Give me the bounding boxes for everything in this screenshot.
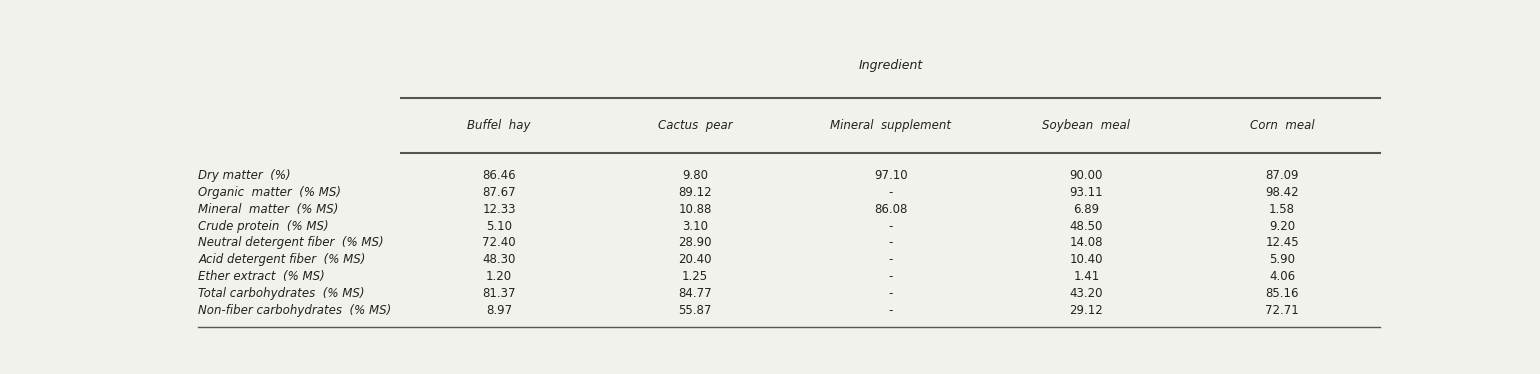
Text: Mineral  matter  (% MS): Mineral matter (% MS)	[199, 203, 339, 216]
Text: Ether extract  (% MS): Ether extract (% MS)	[199, 270, 325, 283]
Text: 1.41: 1.41	[1073, 270, 1100, 283]
Text: 12.45: 12.45	[1266, 236, 1298, 249]
Text: -: -	[889, 220, 893, 233]
Text: 1.25: 1.25	[682, 270, 708, 283]
Text: 10.88: 10.88	[678, 203, 711, 216]
Text: 86.46: 86.46	[482, 169, 516, 182]
Text: 86.08: 86.08	[875, 203, 907, 216]
Text: Mineral  supplement: Mineral supplement	[830, 119, 952, 132]
Text: 10.40: 10.40	[1070, 253, 1103, 266]
Text: 93.11: 93.11	[1070, 186, 1103, 199]
Text: Non-fiber carbohydrates  (% MS): Non-fiber carbohydrates (% MS)	[199, 304, 391, 316]
Text: 6.89: 6.89	[1073, 203, 1100, 216]
Text: 28.90: 28.90	[678, 236, 711, 249]
Text: -: -	[889, 253, 893, 266]
Text: Corn  meal: Corn meal	[1250, 119, 1315, 132]
Text: 81.37: 81.37	[482, 287, 516, 300]
Text: 87.67: 87.67	[482, 186, 516, 199]
Text: Dry matter  (%): Dry matter (%)	[199, 169, 291, 182]
Text: 90.00: 90.00	[1070, 169, 1103, 182]
Text: 48.30: 48.30	[482, 253, 516, 266]
Text: 9.20: 9.20	[1269, 220, 1295, 233]
Text: 9.80: 9.80	[682, 169, 708, 182]
Text: 20.40: 20.40	[678, 253, 711, 266]
Text: 4.06: 4.06	[1269, 270, 1295, 283]
Text: 12.33: 12.33	[482, 203, 516, 216]
Text: 48.50: 48.50	[1070, 220, 1103, 233]
Text: 43.20: 43.20	[1070, 287, 1103, 300]
Text: -: -	[889, 270, 893, 283]
Text: Buffel  hay: Buffel hay	[468, 119, 531, 132]
Text: -: -	[889, 304, 893, 316]
Text: Crude protein  (% MS): Crude protein (% MS)	[199, 220, 330, 233]
Text: 72.40: 72.40	[482, 236, 516, 249]
Text: 3.10: 3.10	[682, 220, 708, 233]
Text: 85.16: 85.16	[1266, 287, 1298, 300]
Text: 8.97: 8.97	[487, 304, 513, 316]
Text: Acid detergent fiber  (% MS): Acid detergent fiber (% MS)	[199, 253, 367, 266]
Text: 29.12: 29.12	[1070, 304, 1103, 316]
Text: Organic  matter  (% MS): Organic matter (% MS)	[199, 186, 342, 199]
Text: 5.90: 5.90	[1269, 253, 1295, 266]
Text: Neutral detergent fiber  (% MS): Neutral detergent fiber (% MS)	[199, 236, 383, 249]
Text: 84.77: 84.77	[678, 287, 711, 300]
Text: Soybean  meal: Soybean meal	[1043, 119, 1130, 132]
Text: 55.87: 55.87	[678, 304, 711, 316]
Text: 1.20: 1.20	[487, 270, 513, 283]
Text: Total carbohydrates  (% MS): Total carbohydrates (% MS)	[199, 287, 365, 300]
Text: 5.10: 5.10	[487, 220, 513, 233]
Text: 1.58: 1.58	[1269, 203, 1295, 216]
Text: 87.09: 87.09	[1266, 169, 1298, 182]
Text: -: -	[889, 287, 893, 300]
Text: 97.10: 97.10	[873, 169, 907, 182]
Text: 72.71: 72.71	[1266, 304, 1300, 316]
Text: -: -	[889, 186, 893, 199]
Text: 14.08: 14.08	[1070, 236, 1103, 249]
Text: 89.12: 89.12	[678, 186, 711, 199]
Text: Ingredient: Ingredient	[859, 59, 922, 71]
Text: -: -	[889, 236, 893, 249]
Text: Cactus  pear: Cactus pear	[658, 119, 733, 132]
Text: 98.42: 98.42	[1266, 186, 1298, 199]
